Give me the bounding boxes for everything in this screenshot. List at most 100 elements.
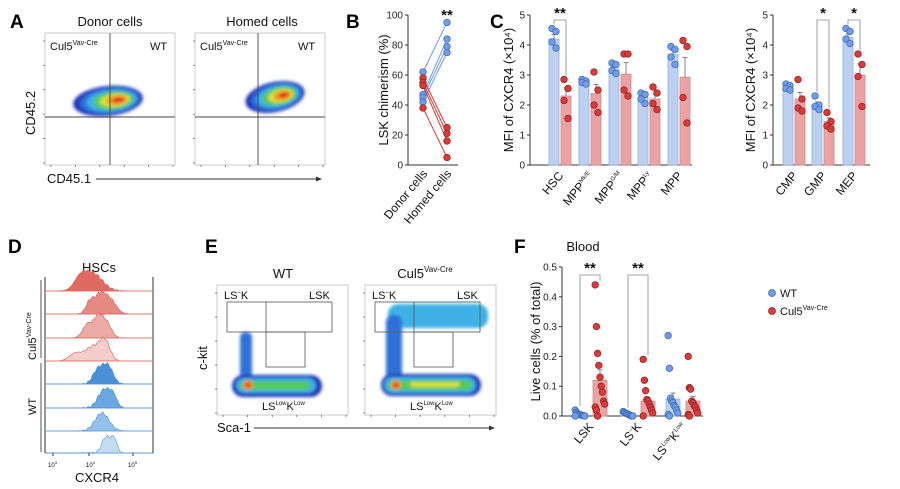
y-tick-label: 0 <box>519 161 525 172</box>
panel-a-title-homed: Homed cells <box>226 14 298 29</box>
data-point-wt <box>671 60 679 69</box>
y-tick-label: 2 <box>762 101 768 112</box>
data-point-wt <box>443 42 451 51</box>
group-label-cul5: Cul5Vav-Cre <box>26 312 39 360</box>
bar-wt <box>782 88 794 166</box>
y-tick-label: 4 <box>762 41 768 52</box>
data-point-wt <box>419 98 427 106</box>
y-axis-label: MFI of CXCR4 (×10⁴) <box>743 28 758 152</box>
data-point-cul5 <box>594 108 602 117</box>
y-tick-label: 0.4 <box>543 292 557 303</box>
gate-lslow <box>265 331 306 368</box>
data-point-wt <box>582 80 590 88</box>
y-tick-label: 0 <box>397 161 403 172</box>
data-point-wt <box>443 48 451 57</box>
data-point-wt <box>667 53 675 61</box>
data-point-cul5 <box>827 117 835 126</box>
panel-a-title-donor: Donor cells <box>77 14 143 29</box>
label-text: K <box>286 401 294 413</box>
label-text: LS <box>262 401 275 413</box>
data-point-cul5 <box>683 42 691 51</box>
label-text: LS <box>372 290 385 302</box>
density-blob <box>381 304 488 396</box>
quadrant-label-wt: WT <box>298 41 315 53</box>
significance-bracket <box>553 19 567 76</box>
x-tick-label: MPPLy <box>624 169 655 203</box>
label-text: LS <box>410 401 423 413</box>
data-point-wt <box>552 44 560 52</box>
histogram-wt <box>46 386 152 409</box>
panel-label-f: F <box>514 237 526 258</box>
gate-label-lsk: LSK <box>457 290 478 302</box>
x-tick-label: HSC <box>539 169 566 198</box>
data-point-wt <box>581 412 589 420</box>
label-text: K <box>241 290 249 302</box>
bar-cul5 <box>854 74 866 166</box>
label-text: HSC <box>539 169 566 198</box>
bar-wt <box>811 104 823 166</box>
y-tick-label: 1 <box>762 131 768 142</box>
density-contour <box>410 382 460 387</box>
x-tick: 104 <box>86 460 96 469</box>
panel-e-title-wt: WT <box>273 266 293 281</box>
y-tick-label: 0.1 <box>543 382 557 393</box>
label-sup: Mk/E <box>578 170 591 184</box>
bar-wt <box>578 82 590 166</box>
data-point-wt <box>443 35 451 43</box>
x-tick: 103 <box>48 460 58 469</box>
data-point-cul5 <box>624 50 632 58</box>
gate-label-lsnk: LS–K <box>224 290 249 302</box>
data-point-wt <box>641 99 649 108</box>
significance-marker: ** <box>554 5 566 22</box>
significance-marker: ** <box>584 260 596 277</box>
gate-lslow <box>413 331 454 368</box>
x-tick-label: GMP <box>801 169 829 199</box>
data-point-cul5 <box>591 281 599 289</box>
y-tick-label: 60 <box>392 71 404 82</box>
data-point-cul5 <box>620 86 628 94</box>
label-sup: – <box>628 427 635 434</box>
label-text: K <box>389 290 397 302</box>
label-text: LS <box>224 290 237 302</box>
label-text: K <box>434 401 442 413</box>
data-point-cul5 <box>641 387 650 395</box>
data-point-wt <box>846 39 854 48</box>
x-axis-label: Sca-1 <box>217 420 251 435</box>
data-point-cul5 <box>624 92 632 100</box>
y-tick-label: 0 <box>762 161 768 172</box>
x-tick-label: LSK <box>571 420 596 446</box>
y-tick-label: 0.2 <box>543 352 557 363</box>
significance-marker: ** <box>441 7 453 24</box>
arrow-head-icon <box>316 176 322 182</box>
panel-label-b: B <box>346 12 360 33</box>
legend-label-wt: WT <box>780 288 797 300</box>
pair-line <box>422 82 448 134</box>
data-point-wt <box>629 412 637 420</box>
label-text: MEP <box>833 169 860 198</box>
data-point-cul5 <box>653 89 661 97</box>
label-sup: Low <box>294 401 306 407</box>
gate-label-lslow: LSLowKLow <box>410 401 454 413</box>
x-tick-label: LSLowKLow <box>650 419 690 463</box>
panel-e-title-cul5: Cul5Vav-Cre <box>397 265 453 281</box>
gate-label-lslow: LSLowKLow <box>262 401 306 413</box>
label-sup: Low <box>423 401 435 407</box>
data-point-cul5 <box>827 125 835 133</box>
label-sup: Ly <box>642 170 651 179</box>
x-axis-label: CD45.1 <box>47 171 91 186</box>
y-tick-label: 3 <box>519 71 525 82</box>
data-point-cul5 <box>590 101 598 109</box>
data-point-cul5 <box>649 83 657 91</box>
data-point-cul5 <box>443 153 451 162</box>
data-point-wt <box>665 412 674 420</box>
data-point-cul5 <box>443 123 451 132</box>
bar-cul5 <box>560 95 572 166</box>
panel-label-a: A <box>10 12 24 33</box>
pair-line <box>422 22 448 73</box>
label-text: CMP <box>772 169 800 198</box>
data-point-cul5 <box>794 75 802 84</box>
data-point-wt <box>671 45 679 54</box>
panel-label-c: C <box>490 12 504 33</box>
